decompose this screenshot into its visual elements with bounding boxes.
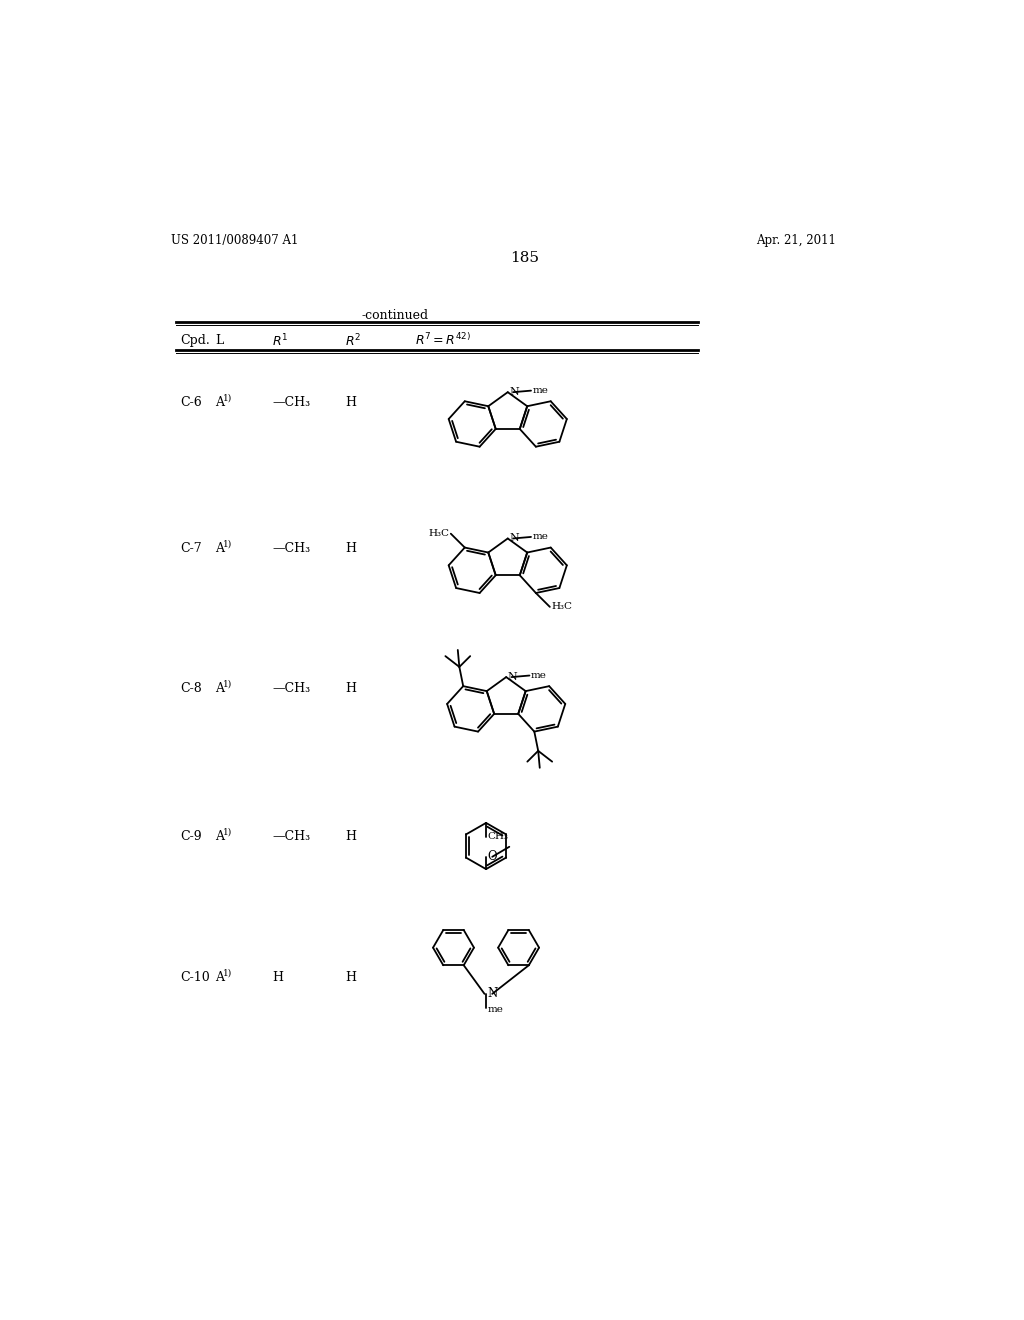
Text: N: N (509, 533, 519, 544)
Text: —CH₃: —CH₃ (272, 396, 310, 409)
Text: me: me (532, 532, 549, 541)
Text: —CH₃: —CH₃ (272, 682, 310, 696)
Text: US 2011/0089407 A1: US 2011/0089407 A1 (171, 234, 298, 247)
Text: me: me (531, 671, 547, 680)
Text: C-8: C-8 (180, 682, 203, 696)
Text: $R^1$: $R^1$ (272, 333, 289, 348)
Text: me: me (487, 1005, 504, 1014)
Text: me: me (532, 387, 549, 395)
Text: O: O (487, 850, 498, 863)
Text: —CH₃: —CH₃ (272, 543, 310, 554)
Text: 1): 1) (223, 680, 232, 689)
Text: C-6: C-6 (180, 396, 203, 409)
Text: A: A (215, 396, 224, 409)
Text: H: H (345, 970, 356, 983)
Text: -continued: -continued (361, 309, 429, 322)
Text: C-9: C-9 (180, 830, 203, 843)
Text: 185: 185 (510, 251, 540, 265)
Text: A: A (215, 970, 224, 983)
Text: $R^7 = R^{42)}$: $R^7 = R^{42)}$ (415, 333, 471, 348)
Text: —CH₃: —CH₃ (272, 830, 310, 843)
Text: H: H (345, 396, 356, 409)
Text: $R^2$: $R^2$ (345, 333, 361, 348)
Text: CH₃: CH₃ (487, 833, 509, 841)
Text: 1): 1) (223, 969, 232, 977)
Text: H₃C: H₃C (428, 529, 450, 539)
Text: C-7: C-7 (180, 543, 203, 554)
Text: H₃C: H₃C (551, 602, 572, 611)
Text: 1): 1) (223, 393, 232, 403)
Text: N: N (509, 387, 519, 397)
Text: H: H (272, 970, 284, 983)
Text: A: A (215, 543, 224, 554)
Text: Apr. 21, 2011: Apr. 21, 2011 (756, 234, 836, 247)
Text: A: A (215, 682, 224, 696)
Text: A: A (215, 830, 224, 843)
Text: C-10: C-10 (180, 970, 211, 983)
Text: H: H (345, 830, 356, 843)
Text: Cpd.: Cpd. (180, 334, 211, 347)
Text: H: H (345, 543, 356, 554)
Text: 1): 1) (223, 540, 232, 549)
Text: H: H (345, 682, 356, 696)
Text: 1): 1) (223, 828, 232, 837)
Text: N: N (487, 987, 498, 1001)
Text: N: N (508, 672, 517, 682)
Text: L: L (215, 334, 223, 347)
